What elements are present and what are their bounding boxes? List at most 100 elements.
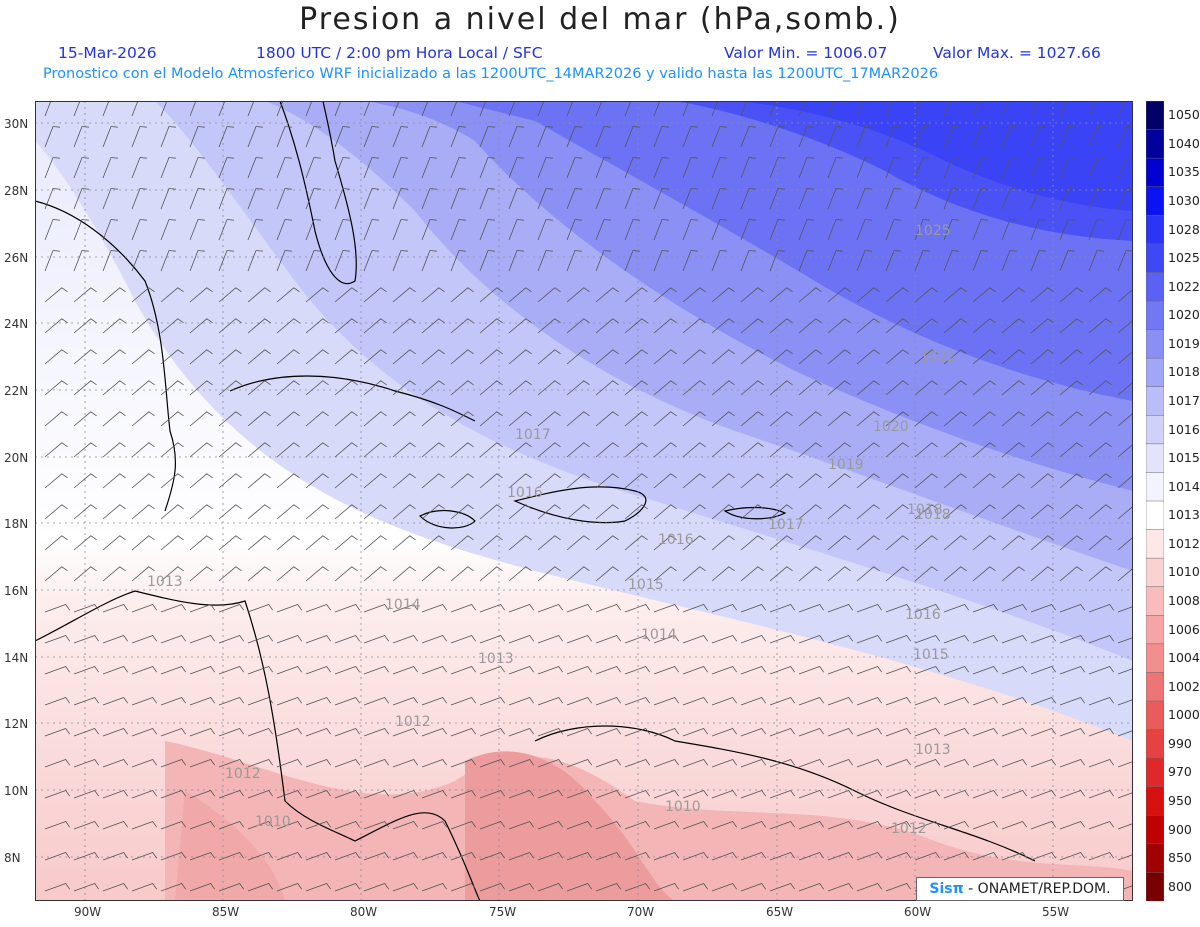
wind-barb — [682, 566, 706, 582]
wind-barb — [276, 411, 300, 427]
contour-label: 1020 — [873, 419, 909, 435]
wind-barb — [421, 604, 448, 613]
wind-barb — [914, 566, 938, 582]
wind-barb — [682, 411, 706, 427]
wind-barb — [479, 821, 506, 830]
colorbar-level-label: 1019 — [1168, 335, 1200, 351]
wind-barb — [44, 188, 60, 210]
wind-barb — [1088, 821, 1115, 830]
wind-barb — [537, 504, 561, 520]
wind-barb — [972, 473, 996, 489]
wind-barb — [537, 535, 561, 551]
wind-barb — [653, 790, 680, 799]
wind-barb — [1088, 535, 1112, 551]
wind-barb — [450, 101, 458, 117]
contour-label: 1018 — [907, 502, 943, 518]
colorbar-swatch — [1146, 157, 1164, 188]
wind-barb — [972, 852, 999, 861]
wind-barb — [44, 883, 71, 892]
wind-barb — [798, 411, 822, 427]
wind-barb — [711, 188, 727, 210]
wind-barb — [305, 852, 332, 861]
wind-barb — [73, 157, 89, 179]
wind-barb — [1059, 442, 1083, 458]
wind-barb — [972, 157, 988, 179]
wind-barb — [914, 157, 930, 179]
wind-barb — [740, 852, 767, 861]
wind-barb — [972, 250, 988, 272]
wind-barb — [160, 126, 176, 148]
wind-barb — [334, 411, 358, 427]
wind-barb — [1059, 318, 1083, 334]
wind-barb — [1117, 505, 1133, 520]
contour-label: 1022 — [920, 349, 956, 365]
wind-barb — [740, 821, 767, 830]
wind-barb — [1088, 287, 1112, 303]
wind-barb — [392, 790, 419, 799]
wind-barb — [827, 219, 843, 241]
wind-barb — [740, 349, 764, 365]
wind-barb — [537, 442, 561, 458]
contour-label: 1025 — [915, 223, 951, 239]
wind-barb — [653, 250, 669, 272]
chart-title: Presion a nivel del mar (hPa,somb.) — [299, 2, 901, 37]
colorbar-swatch — [1146, 586, 1164, 617]
colorbar-swatch — [1146, 529, 1164, 559]
wind-barb — [769, 473, 793, 489]
wind-barb — [1117, 101, 1125, 117]
wind-barbs — [44, 101, 1133, 892]
wind-barb — [856, 157, 872, 179]
colorbar-level-label: 1020 — [1168, 307, 1200, 323]
wind-barb — [972, 380, 996, 396]
wind-barb — [885, 126, 901, 148]
wind-barb — [102, 188, 118, 210]
colorbar-level-label: 1013 — [1168, 507, 1200, 523]
wind-barb — [334, 666, 361, 675]
wind-barb — [885, 635, 912, 644]
wind-barb — [1059, 635, 1086, 644]
lat-label: 18N — [4, 517, 29, 531]
wind-barb — [885, 349, 909, 365]
wind-barb — [595, 697, 622, 706]
wind-barb — [189, 349, 213, 365]
wind-barb — [479, 666, 506, 675]
colorbar-level-label: 1022 — [1168, 278, 1200, 294]
wind-barb — [740, 504, 764, 520]
wind-barb — [624, 126, 640, 148]
wind-barb — [450, 157, 466, 179]
wind-barb — [334, 473, 358, 489]
wind-barb — [508, 697, 535, 706]
wind-barb — [189, 504, 213, 520]
wind-barb — [740, 411, 764, 427]
wind-barb — [305, 101, 313, 117]
wind-barb — [276, 157, 292, 179]
wind-barb — [1117, 885, 1133, 892]
wind-barb — [1030, 759, 1057, 768]
wind-barb — [1117, 536, 1133, 551]
wind-barb — [682, 821, 709, 830]
wind-barb — [682, 318, 706, 334]
wind-barb — [1030, 790, 1057, 799]
wind-barb — [595, 852, 622, 861]
wind-barb — [856, 380, 880, 396]
wind-barb — [247, 101, 255, 117]
wind-barb — [943, 790, 970, 799]
wind-barb — [740, 318, 764, 334]
wind-barb — [363, 250, 379, 272]
wind-barb — [1001, 697, 1028, 706]
wind-barb — [537, 666, 564, 675]
wind-barb — [479, 635, 506, 644]
wind-barb — [392, 728, 419, 737]
wind-barb — [73, 473, 97, 489]
wind-barb — [247, 728, 274, 737]
wind-barb — [73, 666, 100, 675]
wind-barb — [450, 219, 466, 241]
wind-barb — [885, 219, 901, 241]
wind-barb — [160, 883, 187, 892]
contour-label: 1015 — [628, 577, 664, 593]
wind-barb — [1001, 666, 1028, 675]
wind-barb — [1030, 101, 1038, 117]
wind-barb — [334, 219, 350, 241]
wind-barb — [566, 318, 590, 334]
wind-barb — [856, 666, 883, 675]
